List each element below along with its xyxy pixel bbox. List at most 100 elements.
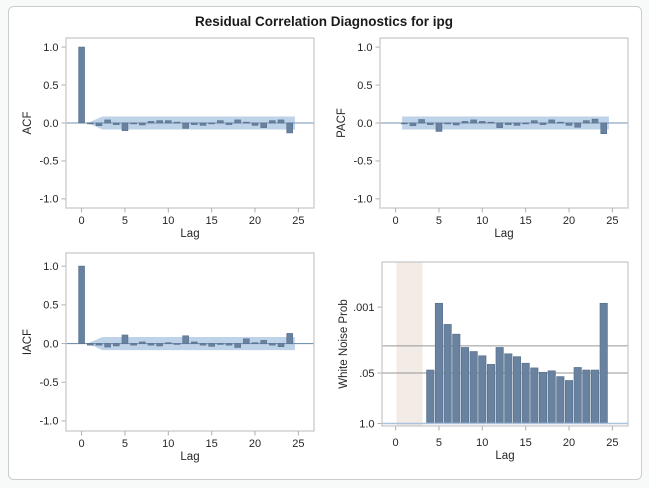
panel-pacf: 1.0 0.5 0.0 -0.5 -1.0 0 5 10 15 20 25 Lag PACF (336, 37, 629, 240)
acf-bar-lag-7 (139, 122, 146, 126)
pacf-y-tick-label--0.5: -0.5 (354, 156, 373, 168)
pacf-bar-lag-19 (557, 121, 564, 124)
iacf-bar-lag-14 (199, 343, 207, 346)
iacf-y-tick-label-0.5: 0.5 (43, 300, 58, 312)
pacf-bar-lag-18 (548, 119, 555, 124)
acf-bar-lag-5 (121, 122, 129, 131)
acf-bar-lag-15 (208, 122, 215, 125)
acf-bar-lag-14 (199, 122, 207, 126)
panel-acf: 1.0 0.5 0.0 -0.5 -1.0 0 5 10 15 20 25 Lag ACF (22, 37, 315, 240)
acf-x-tick-label-0: 0 (79, 215, 85, 227)
pacf-bar-lag-3 (418, 119, 425, 124)
iacf-x-tick-label-25: 25 (292, 438, 304, 450)
iacf-x-tick-label-0: 0 (79, 438, 85, 450)
acf-bar-lag-0 (78, 46, 85, 124)
wnp-bar-lag-5 (434, 302, 443, 424)
acf-x-axis-label: Lag (180, 228, 199, 240)
iacf-bar-lag-19 (243, 338, 250, 344)
wnp-y-axis-label: White Noise Prob (338, 299, 350, 388)
wnp-x-tick-label-20: 20 (563, 437, 575, 449)
iacf-x-tick-label-5: 5 (122, 438, 128, 450)
wnp-x-axis-label: Lag (495, 450, 514, 462)
pacf-bar-lag-16 (531, 120, 538, 124)
iacf-bar-lag-4 (113, 343, 120, 347)
pacf-bar-lag-13 (505, 122, 512, 125)
pacf-bar-lag-2 (409, 122, 417, 127)
pacf-y-tick-label-1.0: 1.0 (357, 42, 372, 54)
iacf-bar-lag-22 (269, 343, 276, 346)
iacf-y-tick-label-0.0: 0.0 (43, 338, 58, 350)
wnp-bar-lag-24 (599, 302, 608, 424)
pacf-x-tick-label-25: 25 (606, 215, 618, 227)
iacf-bar-lag-10 (165, 342, 172, 344)
panel-wnp: .001 .05 1.0 0 5 10 15 20 25 Lag White Noise Prob (338, 261, 629, 462)
pacf-bar-lag-21 (574, 122, 581, 128)
acf-x-tick-label-20: 20 (249, 215, 261, 227)
wnp-bar-lag-4 (426, 369, 435, 424)
pacf-bar-lag-4 (427, 122, 434, 125)
wnp-bar-lag-23 (591, 369, 600, 424)
wnp-bar-lag-21 (573, 367, 582, 424)
wnp-bar-lag-11 (486, 364, 496, 424)
wnp-x-tick-label-0: 0 (393, 437, 399, 449)
acf-bar-lag-6 (130, 122, 137, 125)
pacf-bar-lag-15 (522, 122, 529, 125)
iacf-y-tick-label--0.5: -0.5 (40, 377, 59, 389)
acf-bar-lag-18 (234, 119, 241, 124)
iacf-bar-lag-3 (104, 343, 111, 348)
iacf-bar-lag-18 (234, 343, 241, 348)
acf-bar-lag-10 (165, 120, 172, 124)
iacf-bar-lag-0 (78, 265, 85, 344)
wnp-x-tick-label-25: 25 (606, 437, 618, 449)
iacf-x-axis-label: Lag (180, 451, 199, 463)
acf-bar-lag-24 (286, 122, 293, 134)
wnp-bar-lag-10 (478, 355, 487, 424)
pacf-bar-lag-20 (565, 122, 573, 126)
acf-x-tick-label-15: 15 (206, 215, 218, 227)
iacf-x-tick-label-20: 20 (249, 438, 261, 450)
wnp-bar-lag-19 (556, 376, 565, 424)
wnp-bar-lag-17 (538, 371, 548, 424)
pacf-x-tick-label-0: 0 (393, 215, 399, 227)
acf-bar-lag-12 (182, 122, 189, 129)
acf-bar-lag-13 (191, 122, 198, 125)
iacf-x-tick-label-10: 10 (162, 438, 174, 450)
acf-bar-lag-3 (104, 119, 111, 124)
pacf-bar-lag-5 (435, 122, 443, 132)
iacf-frame (65, 252, 315, 432)
iacf-bar-lag-16 (217, 343, 224, 345)
acf-y-axis-label: ACF (22, 112, 34, 135)
iacf-bar-lag-20 (251, 342, 259, 344)
wnp-x-tick-label-15: 15 (520, 437, 532, 449)
acf-bar-lag-4 (113, 122, 120, 125)
iacf-bar-lag-12 (182, 335, 189, 344)
pacf-bar-lag-6 (444, 122, 451, 125)
iacf-bar-lag-9 (156, 343, 163, 347)
acf-bar-lag-21 (260, 122, 267, 128)
iacf-bar-lag-15 (208, 343, 215, 347)
iacf-bar-lag-2 (95, 343, 103, 346)
wnp-x-tick-label-5: 5 (436, 437, 442, 449)
iacf-y-tick-label-1.0: 1.0 (43, 261, 58, 273)
acf-bar-lag-1 (86, 122, 94, 125)
wnp-bar-lag-20 (564, 380, 574, 424)
wnp-prewhitening-region (396, 262, 423, 426)
wnp-x-tick-label-10: 10 (476, 437, 488, 449)
pacf-bar-lag-9 (470, 119, 477, 124)
iacf-y-tick-label--1.0: -1.0 (40, 416, 59, 428)
wnp-y-tick-label-1.0: 1.0 (359, 418, 374, 430)
acf-y-tick-label--0.5: -0.5 (40, 156, 59, 168)
pacf-bar-lag-10 (479, 121, 486, 124)
acf-bar-lag-11 (173, 121, 181, 124)
pacf-bar-lag-23 (591, 118, 599, 124)
iacf-y-axis-label: IACF (22, 329, 34, 355)
pacf-bar-lag-1 (400, 122, 408, 125)
iacf-bar-lag-5 (121, 334, 129, 344)
wnp-frame (381, 261, 629, 427)
wnp-bar-lag-15 (521, 362, 530, 424)
iacf-bar-lag-24 (286, 333, 293, 344)
wnp-y-tick-label-.001: .001 (353, 302, 374, 314)
pacf-bar-lag-14 (513, 122, 521, 126)
acf-bar-lag-17 (225, 122, 233, 125)
acf-y-tick-label--1.0: -1.0 (40, 194, 59, 206)
